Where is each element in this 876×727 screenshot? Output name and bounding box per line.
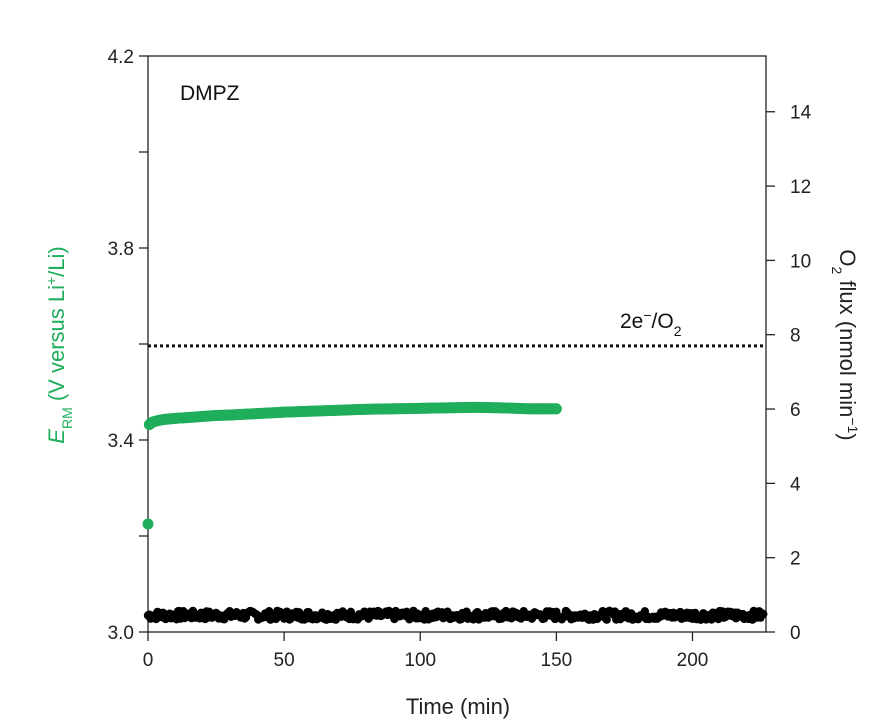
x-tick-label: 50 (274, 650, 295, 671)
x-axis-title: Time (min) (406, 694, 510, 719)
x-tick-label: 200 (677, 650, 709, 671)
y-right-tick-label: 2 (790, 549, 801, 570)
y-right-tick-label: 10 (790, 251, 811, 272)
y-right-tick-label: 6 (790, 400, 801, 421)
erm-series (142, 401, 562, 530)
o2-point (346, 607, 356, 617)
x-tick-label: 150 (541, 650, 573, 671)
y-left-tick-label: 3.8 (108, 239, 134, 260)
y-right-tick-label: 12 (790, 177, 811, 198)
plot-frame (147, 55, 767, 633)
y-right-tick-label: 0 (790, 623, 801, 644)
reference-line-label: 2e−/O2 (620, 307, 682, 339)
x-tick-label: 0 (143, 650, 154, 671)
panel-label: DMPZ (180, 82, 240, 105)
y-right-tick-label: 14 (790, 103, 812, 124)
x-tick-label: 100 (404, 650, 436, 671)
erm-point (550, 403, 562, 415)
y-right-tick-label: 8 (790, 326, 801, 347)
o2-point (602, 615, 611, 624)
erm-point (142, 518, 154, 530)
y-left-tick-label: 3.4 (108, 431, 135, 452)
o2-point (759, 609, 768, 619)
y-left-axis-title: ERM (V versus Li+/Li) (43, 246, 75, 443)
y-right-axis-title: O2 flux (nmol min−1) (829, 249, 861, 440)
y-left-tick-label: 3.0 (108, 623, 134, 644)
o2-flux-series (143, 606, 768, 624)
y-right-tick-label: 4 (790, 474, 801, 495)
y-left-tick-label: 4.2 (108, 47, 134, 68)
